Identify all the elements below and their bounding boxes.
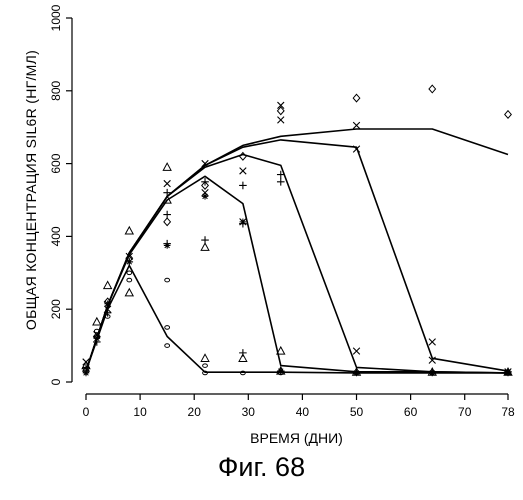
circle-marker xyxy=(127,278,132,282)
x-tick-label: 20 xyxy=(188,405,202,419)
series-line-5 xyxy=(86,266,508,373)
y-tick-label: 400 xyxy=(49,226,63,246)
y-axis-label: ОБЩАЯ КОНЦЕНТРАЦИЯ SIL6R (НГ/МЛ) xyxy=(23,50,39,330)
x-marker xyxy=(353,348,360,355)
triangle-marker xyxy=(104,281,112,288)
x-marker xyxy=(164,180,171,187)
asterisk-marker xyxy=(164,242,171,249)
asterisk-marker xyxy=(104,300,111,307)
asterisk-marker xyxy=(126,259,133,266)
asterisk-marker xyxy=(202,193,209,200)
circle-marker xyxy=(165,344,170,348)
asterisk-marker xyxy=(353,370,360,377)
asterisk-marker xyxy=(429,370,436,377)
x-tick-label: 40 xyxy=(296,405,310,419)
triangle-marker xyxy=(125,227,133,234)
circle-marker xyxy=(127,271,132,275)
x-tick-label: 50 xyxy=(350,405,364,419)
y-tick-label: 1000 xyxy=(49,4,63,31)
series-line-1 xyxy=(86,129,508,371)
x-marker xyxy=(277,117,284,124)
x-tick-label: 78 xyxy=(501,405,515,419)
plus-marker xyxy=(239,349,247,357)
plus-marker xyxy=(201,236,209,244)
x-tick-label: 60 xyxy=(404,405,418,419)
asterisk-marker xyxy=(240,219,247,226)
triangle-marker xyxy=(125,289,133,296)
plus-marker xyxy=(239,182,247,190)
diamond-marker xyxy=(505,111,512,119)
asterisk-marker xyxy=(277,368,284,375)
triangle-marker xyxy=(93,318,101,325)
x-marker xyxy=(429,339,436,346)
y-tick-label: 0 xyxy=(49,378,63,385)
x-marker xyxy=(240,168,247,175)
x-tick-label: 30 xyxy=(242,405,256,419)
diamond-marker xyxy=(164,218,171,226)
diamond-marker xyxy=(240,153,247,161)
axes: 0 10 20 30 40 50 60 70 78 0 200 400 600 800 1000 xyxy=(49,4,515,419)
x-tick-label: 10 xyxy=(133,405,147,419)
circle-marker xyxy=(165,326,170,330)
circle-marker xyxy=(203,364,208,368)
series-lines xyxy=(86,129,508,373)
diamond-marker xyxy=(429,85,436,93)
x-tick-label: 0 xyxy=(83,405,90,419)
x-marker xyxy=(353,122,360,129)
triangle-marker xyxy=(201,354,209,361)
plus-marker xyxy=(277,178,285,186)
asterisk-marker xyxy=(83,370,90,377)
asterisk-marker xyxy=(94,335,101,342)
triangle-marker xyxy=(201,243,209,250)
figure-caption: Фиг. 68 xyxy=(0,452,523,483)
y-tick-label: 200 xyxy=(49,299,63,319)
circle-marker xyxy=(165,278,170,282)
series-line-2 xyxy=(86,140,508,371)
diamond-marker xyxy=(353,94,360,102)
series-line-4 xyxy=(86,176,508,373)
x-tick-label: 70 xyxy=(458,405,472,419)
plus-marker xyxy=(163,211,171,219)
y-tick-label: 600 xyxy=(49,153,63,173)
x-axis-label: ВРЕМЯ (ДНИ) xyxy=(0,430,523,446)
triangle-marker xyxy=(163,163,171,170)
y-tick-label: 800 xyxy=(49,80,63,100)
asterisk-marker xyxy=(505,370,512,377)
series-line-3 xyxy=(86,155,508,373)
